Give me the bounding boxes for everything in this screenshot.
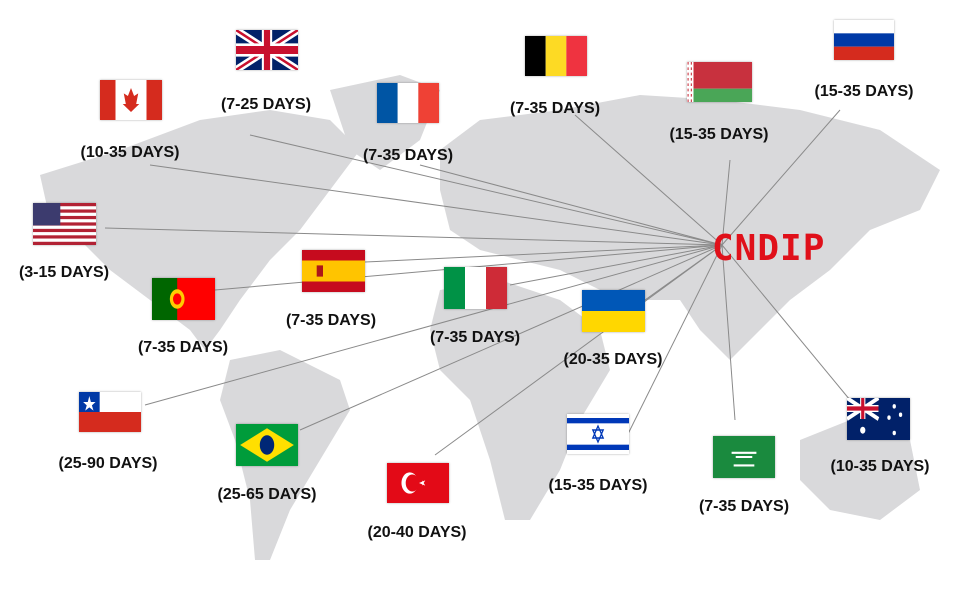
delivery-time-tr: (20-40 DAYS) xyxy=(367,524,467,541)
delivery-time-ca: (10-35 DAYS) xyxy=(80,144,180,161)
flag-br-icon xyxy=(236,424,298,466)
flag-uk-icon xyxy=(236,30,298,70)
delivery-time-pt: (7-35 DAYS) xyxy=(137,339,229,356)
delivery-time-ua: (20-35 DAYS) xyxy=(563,351,663,368)
route-line-ca xyxy=(149,164,723,246)
route-line-be xyxy=(574,114,723,246)
flag-ua-icon xyxy=(582,290,645,332)
flag-au-icon xyxy=(847,398,910,440)
route-line-ru xyxy=(721,109,841,246)
route-line-it xyxy=(509,244,723,286)
australia xyxy=(800,420,920,520)
route-line-au xyxy=(721,244,851,401)
africa xyxy=(430,280,610,520)
flag-ca-icon xyxy=(100,80,162,120)
flag-tr-icon xyxy=(387,463,449,503)
delivery-time-il: (15-35 DAYS) xyxy=(548,477,648,494)
delivery-time-us: (3-15 DAYS) xyxy=(18,264,110,281)
flag-by-icon xyxy=(687,62,752,102)
delivery-time-be: (7-35 DAYS) xyxy=(509,100,601,117)
route-line-uk xyxy=(249,134,723,246)
route-line-br xyxy=(299,244,723,431)
flag-sa-icon xyxy=(713,436,775,478)
eurasia xyxy=(440,95,940,360)
flag-ru-icon xyxy=(834,20,894,60)
flag-cl-icon xyxy=(79,392,141,432)
delivery-time-uk: (7-25 DAYS) xyxy=(220,96,312,113)
flag-fr-icon xyxy=(377,83,439,123)
route-line-il xyxy=(624,244,723,441)
flag-pt-icon xyxy=(152,278,215,320)
delivery-time-sa: (7-35 DAYS) xyxy=(698,498,790,515)
continents xyxy=(40,75,940,560)
delivery-time-fr: (7-35 DAYS) xyxy=(362,147,454,164)
route-line-tr xyxy=(434,244,723,456)
route-line-us xyxy=(104,227,723,246)
delivery-time-it: (7-35 DAYS) xyxy=(429,329,521,346)
delivery-time-br: (25-65 DAYS) xyxy=(217,486,317,503)
delivery-time-cl: (25-90 DAYS) xyxy=(58,455,158,472)
delivery-time-au: (10-35 DAYS) xyxy=(830,458,930,475)
flag-il-icon xyxy=(567,414,629,454)
delivery-time-by: (15-35 DAYS) xyxy=(669,126,769,143)
route-line-sa xyxy=(721,244,736,421)
route-line-cl xyxy=(144,244,723,406)
delivery-time-ru: (15-35 DAYS) xyxy=(814,83,914,100)
delivery-time-es: (7-35 DAYS) xyxy=(285,312,377,329)
flag-us-icon xyxy=(33,203,96,245)
route-line-by xyxy=(721,159,731,246)
hub-label: CNDIP xyxy=(712,228,826,269)
flag-es-icon xyxy=(302,250,365,292)
flag-be-icon xyxy=(525,36,587,76)
north-america xyxy=(40,110,360,350)
route-line-es xyxy=(364,244,723,263)
route-line-fr xyxy=(419,164,723,246)
flag-it-icon xyxy=(444,267,507,309)
